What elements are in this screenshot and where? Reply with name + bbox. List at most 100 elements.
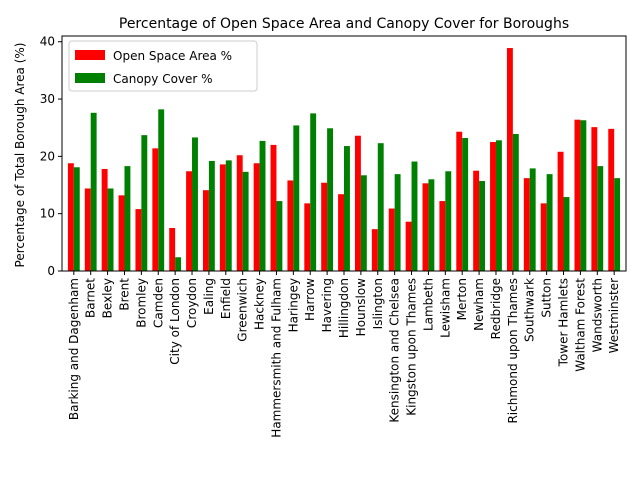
bar-open-space-9 <box>219 164 226 271</box>
bar-canopy-cover-21 <box>428 179 435 271</box>
bar-canopy-cover-22 <box>445 171 452 271</box>
bar-canopy-cover-32 <box>614 178 621 271</box>
bar-canopy-cover-31 <box>597 166 604 271</box>
bar-open-space-10 <box>236 155 243 271</box>
x-tick-label: Barnet <box>84 278 98 318</box>
x-tick-label: Bromley <box>134 278 148 328</box>
bar-open-space-26 <box>506 48 513 271</box>
bar-canopy-cover-0 <box>73 167 80 271</box>
x-tick-label: Ealing <box>202 278 216 315</box>
bar-open-space-21 <box>422 183 429 271</box>
x-tick-label: Southwark <box>523 278 537 342</box>
bar-canopy-cover-3 <box>124 166 131 271</box>
y-tick-label: 0 <box>47 264 55 278</box>
plot-area: 0 10 20 30 40 Barking and Dagenham Barnet Bexle… <box>40 35 627 438</box>
x-tick-label: Havering <box>320 278 334 332</box>
bar-open-space-2 <box>101 168 108 271</box>
bar-open-space-14 <box>304 203 311 271</box>
bar-canopy-cover-26 <box>512 134 519 271</box>
bar-canopy-cover-19 <box>394 174 401 271</box>
bar-canopy-cover-15 <box>327 128 334 271</box>
legend-label-canopy-cover: Canopy Cover % <box>113 72 213 86</box>
x-tick-label: Merton <box>455 278 469 320</box>
x-tick-label: Brent <box>117 278 131 311</box>
x-tick-label: Richmond upon Thames <box>506 278 520 424</box>
legend: Open Space Area % Canopy Cover % <box>68 40 258 92</box>
bar-open-space-3 <box>118 195 125 271</box>
bar-canopy-cover-10 <box>242 171 249 271</box>
y-axis-title: Percentage of Total Borough Area (%) <box>13 43 27 268</box>
x-tick-label: Enfield <box>219 278 233 319</box>
bar-canopy-cover-12 <box>276 201 283 271</box>
x-tick-label: Harrow <box>303 278 317 321</box>
bar-canopy-cover-17 <box>360 175 367 271</box>
bar-open-space-27 <box>523 178 530 271</box>
x-tick-label: Croydon <box>185 278 199 328</box>
bar-open-space-8 <box>203 190 209 271</box>
bar-open-space-24 <box>473 170 480 271</box>
x-tick-label: Wandsworth <box>590 278 604 352</box>
bar-canopy-cover-13 <box>293 125 300 271</box>
bar-canopy-cover-18 <box>377 143 384 271</box>
x-tick-label: Barking and Dagenham <box>67 278 81 420</box>
bar-canopy-cover-11 <box>259 140 266 271</box>
legend-box <box>68 40 258 92</box>
bar-canopy-cover-24 <box>479 181 485 271</box>
x-tick-label: Waltham Forest <box>573 278 587 372</box>
bar-open-space-16 <box>338 194 344 271</box>
bar-open-space-13 <box>287 180 294 271</box>
bar-open-space-4 <box>135 209 142 271</box>
bar-open-space-0 <box>67 163 74 271</box>
bar-canopy-cover-30 <box>580 120 587 271</box>
bar-open-space-11 <box>253 163 260 271</box>
bar-open-space-7 <box>186 171 193 271</box>
bar-open-space-18 <box>371 229 378 271</box>
bar-open-space-1 <box>84 188 91 271</box>
bar-canopy-cover-8 <box>208 160 215 271</box>
x-tick-label: Kingston upon Thames <box>405 278 419 416</box>
x-tick-label: Hillingdon <box>337 278 351 338</box>
legend-label-open-space: Open Space Area % <box>113 49 232 63</box>
bar-canopy-cover-20 <box>411 161 418 271</box>
bar-open-space-6 <box>169 228 176 271</box>
bar-open-space-22 <box>439 201 446 271</box>
bar-open-space-25 <box>490 142 496 271</box>
bar-canopy-cover-9 <box>225 160 232 271</box>
bar-canopy-cover-5 <box>158 109 165 272</box>
x-tick-label: Newham <box>472 278 486 331</box>
x-tick-label: Lewisham <box>438 278 452 338</box>
x-tick-label: Hackney <box>253 278 267 330</box>
bar-open-space-23 <box>456 131 463 271</box>
bar-canopy-cover-16 <box>344 146 350 271</box>
bar-open-space-17 <box>354 135 361 271</box>
x-tick-label: Kensington and Chelsea <box>388 278 402 423</box>
bar-open-space-31 <box>591 127 598 271</box>
bar-canopy-cover-2 <box>107 188 114 271</box>
bar-open-space-28 <box>540 203 547 271</box>
bar-open-space-32 <box>608 128 615 271</box>
bar-canopy-cover-6 <box>175 257 182 271</box>
bar-open-space-19 <box>388 208 395 271</box>
x-tick-label: Sutton <box>540 278 554 318</box>
chart-title: Percentage of Open Space Area and Canopy… <box>119 16 569 32</box>
x-tick-label: Camden <box>151 278 165 328</box>
y-tick-label: 20 <box>40 149 55 163</box>
bar-canopy-cover-14 <box>310 113 317 271</box>
bar-canopy-cover-29 <box>563 197 570 271</box>
x-tick-label: Greenwich <box>236 278 250 342</box>
bar-open-space-20 <box>405 221 412 271</box>
bar-open-space-5 <box>152 148 159 271</box>
bar-canopy-cover-4 <box>141 135 148 271</box>
legend-swatch-open-space <box>75 50 105 60</box>
bar-open-space-29 <box>557 151 564 271</box>
bar-canopy-cover-25 <box>495 140 502 271</box>
x-tick-label: Hammersmith and Fulham <box>269 278 283 438</box>
bar-open-space-12 <box>270 144 277 271</box>
x-tick-label: Tower Hamlets <box>557 278 571 367</box>
y-tick-label: 10 <box>40 207 55 221</box>
x-tick-label: City of London <box>168 278 182 365</box>
x-tick-label: Bexley <box>101 278 115 318</box>
bar-open-space-15 <box>321 182 328 271</box>
